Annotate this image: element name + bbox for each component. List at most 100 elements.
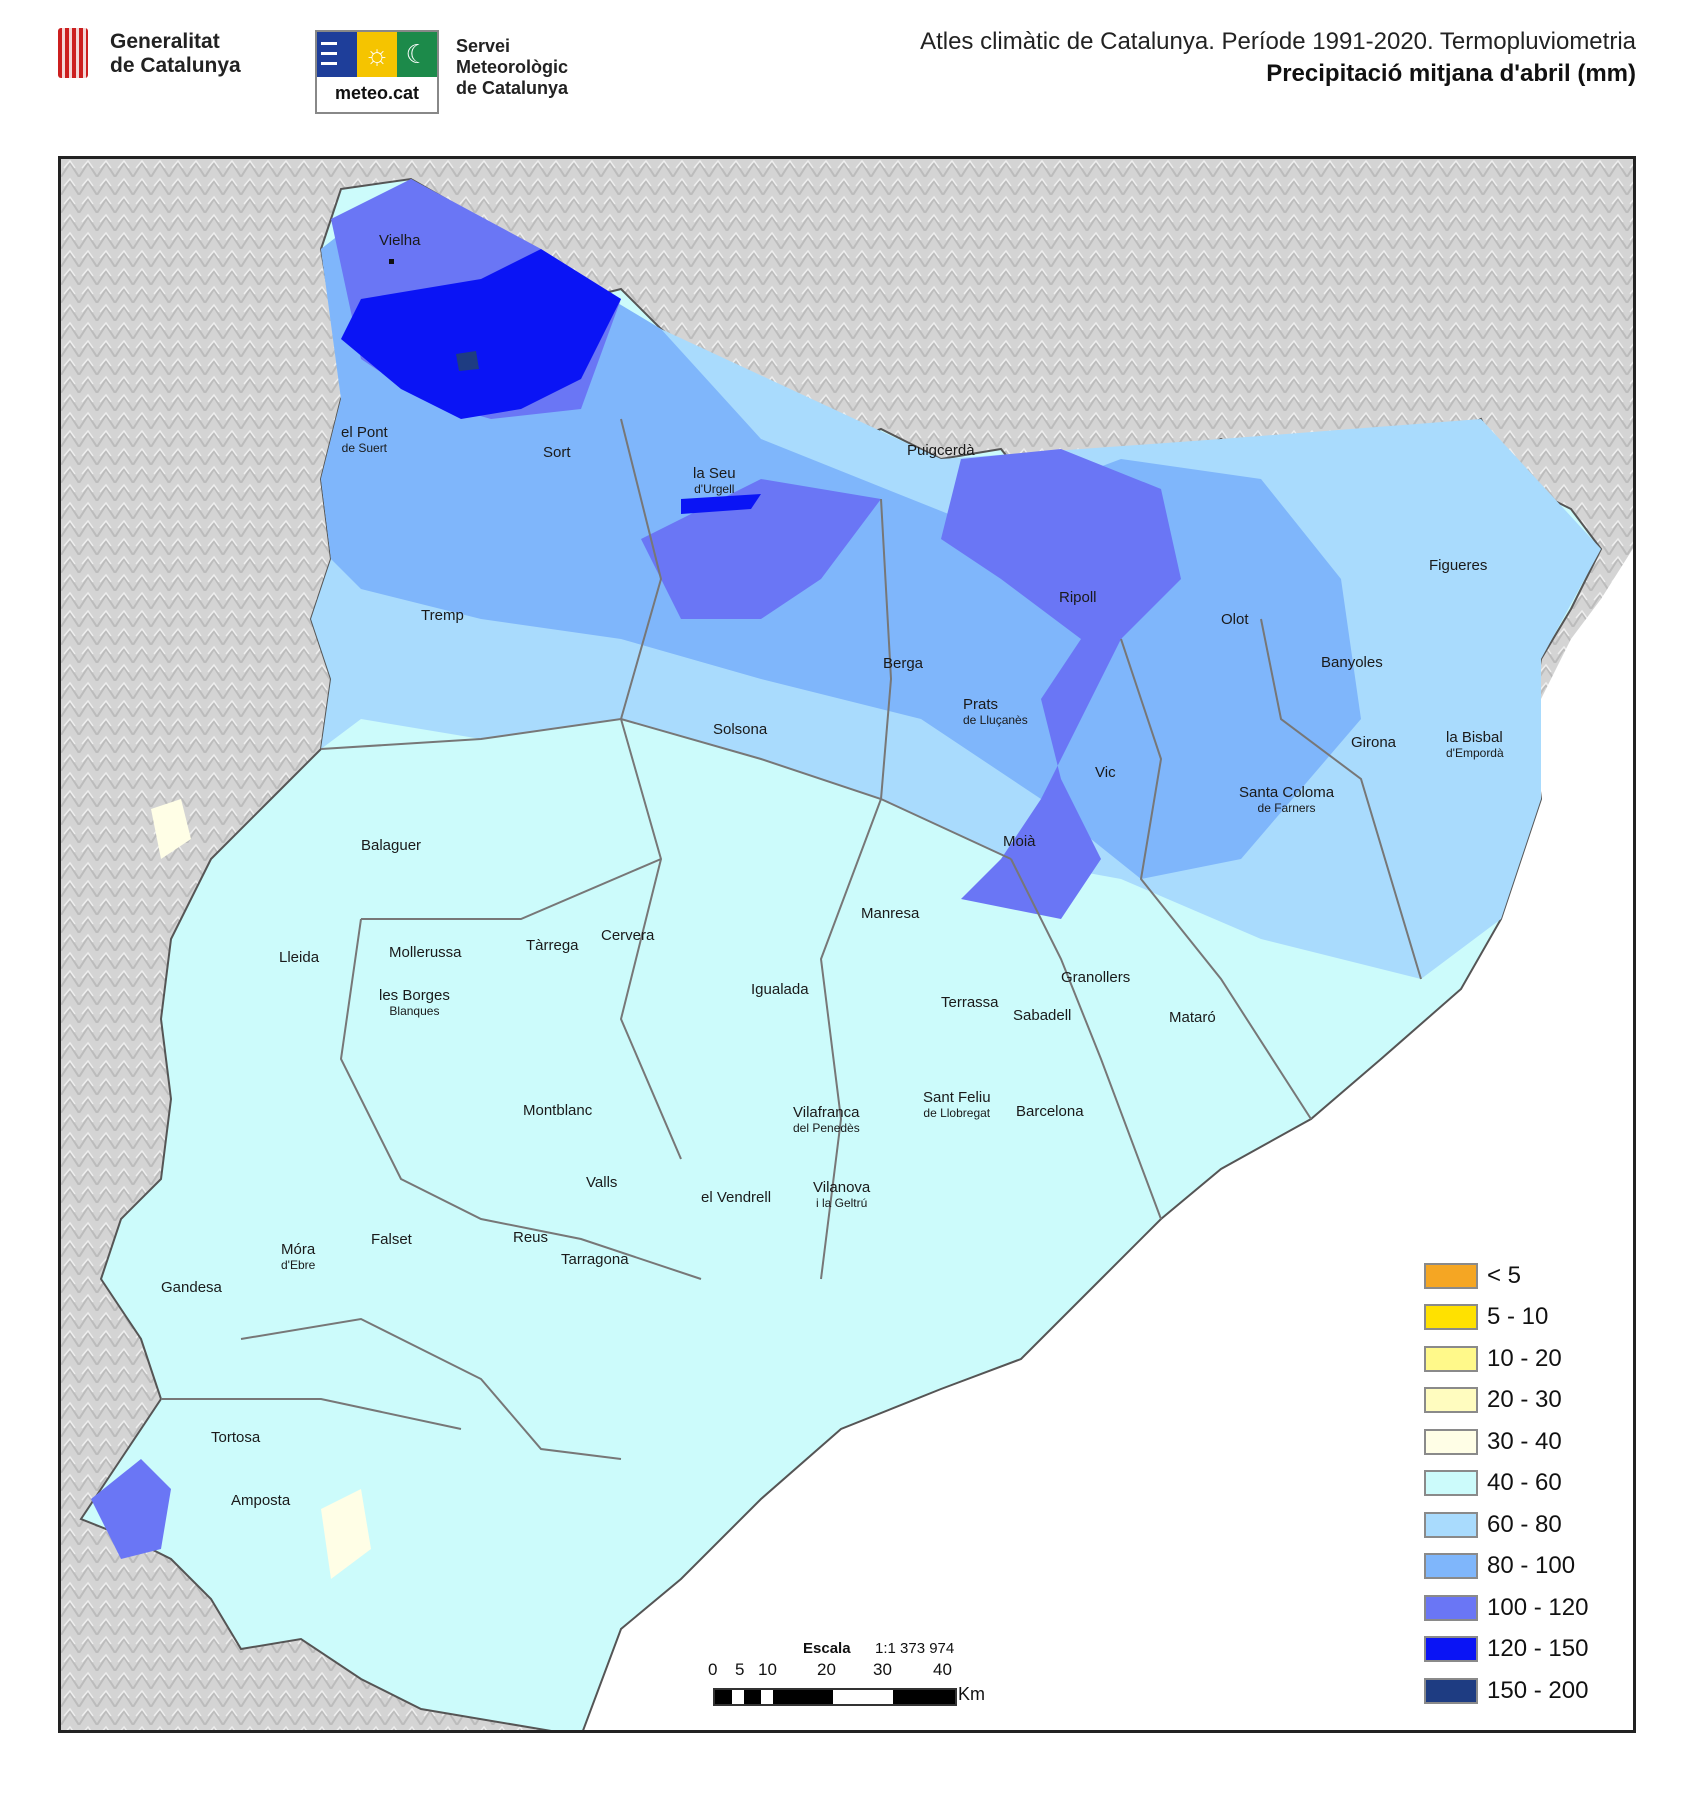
- map-frame[interactable]: Vielha el Pont de Suert Sort la Seu d'Urge…: [58, 156, 1636, 1733]
- city-les-borges-blanques: les Borges Blanques: [379, 987, 450, 1018]
- city-reus: Reus: [513, 1229, 549, 1246]
- city-la-bisbal: la Bisbal d'Empordà: [1446, 729, 1504, 760]
- city-granollers: Granollers: [1061, 969, 1131, 986]
- sea: [583, 548, 1633, 1730]
- zone-100-120-cadi: [641, 479, 881, 619]
- city-valls: Valls: [586, 1174, 618, 1191]
- generalitat-line2: de Catalunya: [110, 54, 241, 77]
- city-sant-feliu: Sant Feliu de Llobregat: [923, 1089, 991, 1120]
- leaf-icon: ☾: [397, 32, 437, 77]
- city-el-pont-de-suert: el Pont de Suert: [341, 424, 388, 455]
- scale-ratio: 1:1 373 974: [875, 1640, 955, 1657]
- city-berga: Berga: [883, 655, 924, 672]
- city-falset: Falset: [371, 1231, 412, 1248]
- zone-30-40-west: [151, 799, 191, 859]
- city-balaguer: Balaguer: [361, 837, 422, 854]
- city-sort: Sort: [543, 444, 571, 461]
- legend-item: 5 - 10: [1424, 1297, 1588, 1339]
- legend-swatch: [1424, 1428, 1478, 1455]
- city-gandesa: Gandesa: [161, 1279, 222, 1296]
- legend-item: 120 - 150: [1424, 1629, 1588, 1671]
- city-vielha: Vielha: [379, 232, 421, 249]
- zone-120-150-cadi: [681, 494, 761, 514]
- city-moia: Moià: [1003, 833, 1036, 850]
- city-mataro: Mataró: [1169, 1009, 1216, 1026]
- legend-item: 40 - 60: [1424, 1463, 1588, 1505]
- sun-icon: ☼: [356, 32, 398, 77]
- zone-120-150-pallars: [341, 249, 621, 419]
- city-banyoles: Banyoles: [1321, 654, 1383, 671]
- smc-line1: Servei: [456, 36, 511, 56]
- legend-item: < 5: [1424, 1255, 1588, 1297]
- city-girona: Girona: [1351, 734, 1397, 751]
- legend: < 5 5 - 10 10 - 20 20 - 30 30 - 40 40 - …: [1424, 1255, 1588, 1712]
- zone-100-120-ports: [91, 1459, 171, 1559]
- legend-item: 20 - 30: [1424, 1380, 1588, 1422]
- legend-swatch: [1424, 1511, 1478, 1538]
- legend-swatch: [1424, 1636, 1478, 1663]
- map-title: Atles climàtic de Catalunya. Període 199…: [920, 28, 1636, 55]
- generalitat-name: Generalitat de Catalunya: [110, 30, 241, 78]
- city-solsona: Solsona: [713, 721, 768, 738]
- city-manresa: Manresa: [861, 905, 920, 922]
- city-olot: Olot: [1221, 611, 1249, 628]
- waves-icon: [317, 32, 357, 77]
- scale-unit: Km: [958, 1684, 985, 1704]
- legend-item: 10 - 20: [1424, 1338, 1588, 1380]
- comarca-boundaries: [161, 418, 1422, 1460]
- smc-line2: Meteorològic: [456, 57, 569, 77]
- city-el-vendrell: el Vendrell: [701, 1189, 772, 1206]
- zone-30-40-delta: [321, 1489, 371, 1579]
- generalitat-logo-icon: [58, 28, 88, 78]
- city-vic: Vic: [1095, 764, 1116, 781]
- city-vilafranca: Vilafranca del Penedès: [793, 1104, 860, 1135]
- city-puigcerda: Puigcerdà: [907, 442, 975, 459]
- city-figueres: Figueres: [1429, 557, 1488, 574]
- meteo-label: meteo.cat: [334, 83, 420, 103]
- scale-segments: [713, 1688, 957, 1706]
- header: Generalitat de Catalunya ☼ ☾ meteo.cat S…: [0, 0, 1706, 140]
- city-cervera: Cervera: [601, 927, 655, 944]
- legend-swatch: [1424, 1677, 1478, 1704]
- legend-item: 60 - 80: [1424, 1504, 1588, 1546]
- smc-name: Servei Meteorològic de Catalunya: [456, 36, 568, 99]
- legend-item: 100 - 120: [1424, 1587, 1588, 1629]
- meteocat-logo: ☼ ☾ meteo.cat: [315, 30, 439, 114]
- city-tarragona: Tarragona: [561, 1251, 629, 1268]
- generalitat-line1: Generalitat: [110, 30, 220, 53]
- legend-item: 30 - 40: [1424, 1421, 1588, 1463]
- city-barcelona: Barcelona: [1016, 1103, 1084, 1120]
- city-vilanova: Vilanova i la Geltrú: [813, 1179, 871, 1210]
- legend-swatch: [1424, 1345, 1478, 1372]
- city-amposta: Amposta: [231, 1492, 291, 1509]
- city-la-seu-durgell: la Seu d'Urgell: [693, 465, 736, 496]
- scale-title: Escala: [803, 1640, 851, 1657]
- city-igualada: Igualada: [751, 981, 809, 998]
- legend-swatch: [1424, 1262, 1478, 1289]
- city-dot: [389, 259, 394, 264]
- legend-item: 150 - 200: [1424, 1670, 1588, 1712]
- legend-swatch: [1424, 1553, 1478, 1580]
- map-subtitle: Precipitació mitjana d'abril (mm): [1266, 60, 1636, 87]
- legend-swatch: [1424, 1470, 1478, 1497]
- zone-150-200: [456, 351, 479, 371]
- city-mora-debre: Móra d'Ebre: [281, 1241, 316, 1272]
- legend-swatch: [1424, 1594, 1478, 1621]
- city-ripoll: Ripoll: [1059, 589, 1097, 606]
- city-montblanc: Montblanc: [523, 1102, 593, 1119]
- zone-100-120-garrotxa: [941, 449, 1181, 919]
- city-lleida: Lleida: [279, 949, 320, 966]
- city-prats-de-llucanes: Prats de Lluçanès: [963, 696, 1028, 727]
- legend-item: 80 - 100: [1424, 1546, 1588, 1588]
- smc-line3: de Catalunya: [456, 78, 569, 98]
- city-tortosa: Tortosa: [211, 1429, 261, 1446]
- legend-swatch: [1424, 1304, 1478, 1331]
- scale-bar: Escala 1:1 373 974 0 5 10 20 30 40 Km: [708, 1640, 985, 1706]
- city-tarrega: Tàrrega: [526, 937, 579, 954]
- city-sabadell: Sabadell: [1013, 1007, 1072, 1024]
- city-mollerussa: Mollerussa: [389, 944, 462, 961]
- city-tremp: Tremp: [421, 607, 464, 624]
- city-terrassa: Terrassa: [941, 994, 999, 1011]
- legend-swatch: [1424, 1387, 1478, 1414]
- precipitation-map: [61, 159, 1633, 1730]
